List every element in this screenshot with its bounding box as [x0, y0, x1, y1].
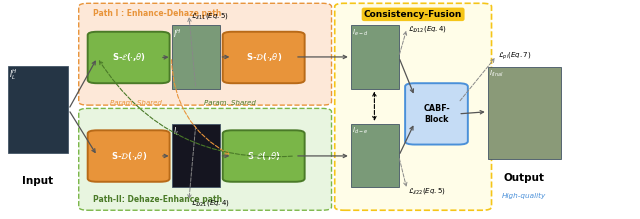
FancyBboxPatch shape [223, 130, 305, 182]
Text: $I_{final}$: $I_{final}$ [489, 69, 504, 79]
Text: S-$\mathcal{D}$($\cdot$,$\theta$): S-$\mathcal{D}$($\cdot$,$\theta$) [111, 150, 147, 162]
Text: $\mathcal{L}_{\mathcal{E}22}(Eq.5)$: $\mathcal{L}_{\mathcal{E}22}(Eq.5)$ [408, 186, 446, 196]
Text: $I^H$: $I^H$ [173, 27, 182, 40]
Text: $\mathcal{L}_{\mathcal{D}12}(Eq.4)$: $\mathcal{L}_{\mathcal{D}12}(Eq.4)$ [408, 24, 447, 34]
FancyBboxPatch shape [335, 3, 492, 210]
Text: CABF-
Block: CABF- Block [423, 104, 450, 124]
Text: Path I : Enhance-Dehaze path: Path I : Enhance-Dehaze path [93, 9, 221, 18]
FancyBboxPatch shape [88, 32, 170, 83]
Text: S-$\mathcal{E}$($\cdot$,$\theta$): S-$\mathcal{E}$($\cdot$,$\theta$) [111, 51, 146, 64]
FancyBboxPatch shape [172, 25, 220, 89]
Text: Output: Output [504, 173, 545, 184]
Text: $I_{d-e}$: $I_{d-e}$ [352, 126, 368, 136]
Text: Param. Shared: Param. Shared [110, 100, 163, 106]
Text: Input: Input [22, 176, 53, 186]
Text: $\mathcal{L}_{pi}(Eq.7)$: $\mathcal{L}_{pi}(Eq.7)$ [498, 51, 531, 62]
FancyBboxPatch shape [8, 66, 68, 153]
Text: Path-II: Dehaze-Enhance path: Path-II: Dehaze-Enhance path [93, 195, 222, 204]
FancyBboxPatch shape [223, 32, 305, 83]
FancyBboxPatch shape [79, 3, 332, 105]
Text: S-$\mathcal{D}$($\cdot$,$\theta$): S-$\mathcal{D}$($\cdot$,$\theta$) [246, 51, 282, 64]
Text: $\mathcal{L}_{\mathcal{E}11}(Eq.5)$: $\mathcal{L}_{\mathcal{E}11}(Eq.5)$ [191, 11, 228, 21]
Text: Param. Shared: Param. Shared [204, 100, 257, 106]
FancyBboxPatch shape [488, 67, 561, 159]
FancyBboxPatch shape [79, 108, 332, 210]
FancyBboxPatch shape [405, 83, 468, 145]
Text: $I_L^H$: $I_L^H$ [9, 67, 18, 82]
FancyBboxPatch shape [351, 124, 399, 187]
Text: S-$\mathcal{E}$($\cdot$,$\theta$): S-$\mathcal{E}$($\cdot$,$\theta$) [246, 150, 281, 162]
FancyBboxPatch shape [172, 124, 220, 187]
FancyBboxPatch shape [351, 25, 399, 89]
Text: $I_L$: $I_L$ [173, 126, 180, 138]
Text: Consistency-Fusion: Consistency-Fusion [364, 10, 462, 19]
Text: $\mathcal{L}_{\mathcal{D}21}(Eq.4)$: $\mathcal{L}_{\mathcal{D}21}(Eq.4)$ [191, 198, 230, 208]
Text: $I_{e-d}$: $I_{e-d}$ [352, 27, 368, 38]
Text: High-quality: High-quality [502, 193, 547, 199]
FancyBboxPatch shape [88, 130, 170, 182]
